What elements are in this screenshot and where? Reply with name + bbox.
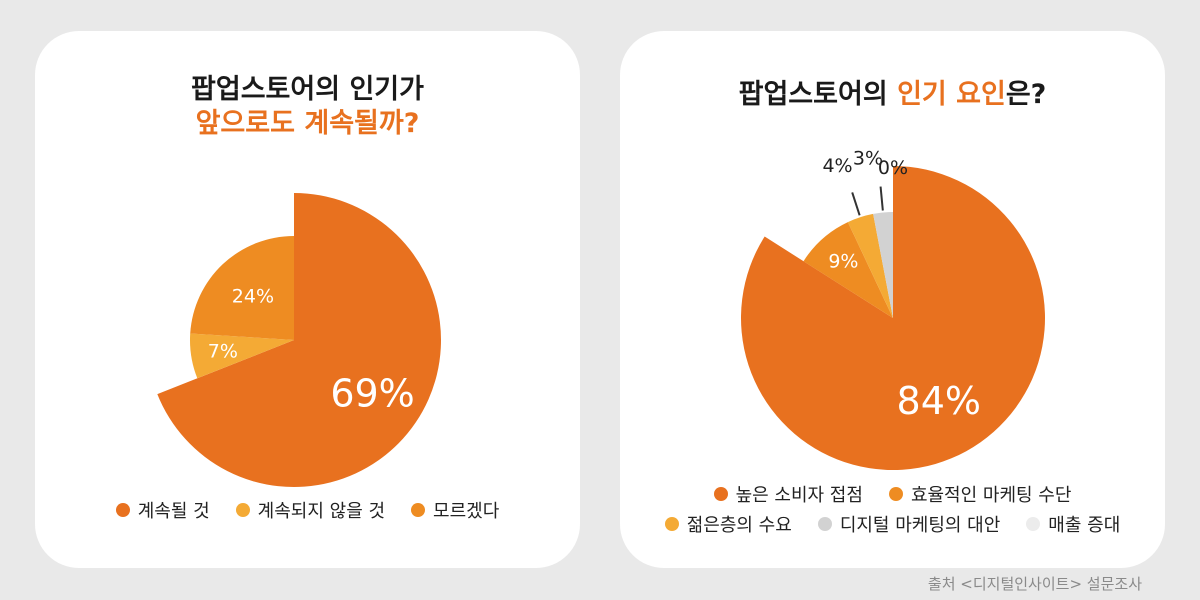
left-pie-chart: 69% 7% 24% xyxy=(157,193,441,487)
right-legend-label: 높은 소비자 접점 xyxy=(735,485,863,506)
right-pie-value-label: 84% xyxy=(897,379,981,423)
right-pie-value-label: 3% xyxy=(853,148,883,170)
right-pie-slice xyxy=(873,212,893,318)
right-pie-value-label: 0% xyxy=(878,157,908,179)
right-legend-dot-icon xyxy=(1026,517,1041,531)
right-legend-label: 젊은층의 수요 xyxy=(686,515,792,536)
right-legend-item: 효율적인 마케팅 수단 xyxy=(888,479,1072,509)
right-chart-card: 팝업스토어의 인기 요인은? 84% 9% 4% 3% 0% 높은 소비자 접점 효율적인… xyxy=(620,31,1165,568)
right-pie-value-label: 4% xyxy=(822,155,852,177)
right-legend-dot-icon xyxy=(817,517,832,531)
right-legend-item: 젊은층의 수요 xyxy=(664,509,792,539)
left-title-line2: 앞으로도 계속될까? xyxy=(195,108,420,139)
left-chart-title: 팝업스토어의 인기가 앞으로도 계속될까? xyxy=(35,73,580,141)
left-pie-slice xyxy=(190,236,294,340)
left-legend-item: 계속될 것 xyxy=(115,495,210,525)
right-legend-label: 매출 증대 xyxy=(1048,515,1121,536)
left-legend: 계속될 것 계속되지 않을 것 모르겠다 xyxy=(35,495,580,525)
left-legend-label: 계속될 것 xyxy=(137,501,210,522)
right-legend-dot-icon xyxy=(888,487,903,501)
left-legend-label: 계속되지 않을 것 xyxy=(257,501,386,522)
right-pie-value-label: 9% xyxy=(828,251,858,273)
left-pie-slice xyxy=(157,193,441,487)
right-legend-label: 디지털 마케팅의 대안 xyxy=(839,515,1001,536)
right-legend-dot-icon xyxy=(713,487,728,501)
right-pie-slice xyxy=(847,213,893,318)
left-title-line1: 팝업스토어의 인기가 xyxy=(191,74,424,105)
right-pie-leader-line xyxy=(879,186,884,211)
source-note: 출처 <디지털인사이트> 설문조사 xyxy=(927,575,1142,593)
left-chart-card: 팝업스토어의 인기가 앞으로도 계속될까? 69% 7% 24% 계속될 것 계속되지… xyxy=(35,31,580,568)
left-legend-dot-icon xyxy=(411,503,426,517)
left-legend-item: 모르겠다 xyxy=(411,495,499,525)
right-title-part1: 팝업스토어의 xyxy=(738,79,898,110)
left-pie-value-label: 7% xyxy=(208,340,238,362)
right-legend-dot-icon xyxy=(664,517,679,531)
right-pie-chart: 84% 9% 4% 3%0% xyxy=(741,148,1045,470)
right-legend-item: 높은 소비자 접점 xyxy=(713,479,863,509)
left-pie-value-label: 69% xyxy=(330,371,414,415)
left-legend-dot-icon xyxy=(115,503,130,517)
right-legend-item: 매출 증대 xyxy=(1026,509,1120,539)
left-legend-item: 계속되지 않을 것 xyxy=(235,495,386,525)
right-title-accent: 인기 요인 xyxy=(897,79,1006,110)
right-legend-item: 디지털 마케팅의 대안 xyxy=(817,509,1001,539)
right-pie-leader-line xyxy=(851,192,861,216)
left-pie-value-label: 24% xyxy=(232,285,274,307)
left-legend-dot-icon xyxy=(235,503,250,517)
right-title-part3: 은? xyxy=(1005,79,1047,110)
right-pie-slice xyxy=(803,222,893,318)
right-chart-title: 팝업스토어의 인기 요인은? xyxy=(620,78,1165,112)
left-legend-label: 모르겠다 xyxy=(433,501,500,522)
right-legend-label: 효율적인 마케팅 수단 xyxy=(910,485,1072,506)
left-pie-slice xyxy=(190,333,294,379)
